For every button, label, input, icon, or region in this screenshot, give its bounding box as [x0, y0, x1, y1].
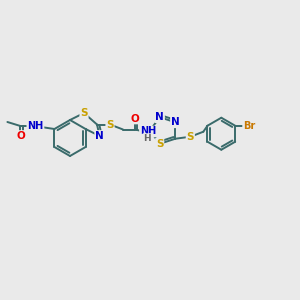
Text: N: N	[155, 112, 164, 122]
Text: NH: NH	[140, 127, 156, 136]
Text: NH: NH	[27, 121, 44, 131]
Text: H: H	[143, 134, 151, 143]
Text: Br: Br	[243, 121, 255, 131]
Text: S: S	[106, 119, 114, 130]
Text: S: S	[156, 139, 164, 149]
Text: O: O	[16, 131, 25, 141]
Text: S: S	[80, 108, 88, 118]
Text: O: O	[130, 113, 140, 124]
Text: N: N	[95, 131, 104, 141]
Text: S: S	[187, 132, 194, 142]
Text: N: N	[171, 117, 180, 127]
